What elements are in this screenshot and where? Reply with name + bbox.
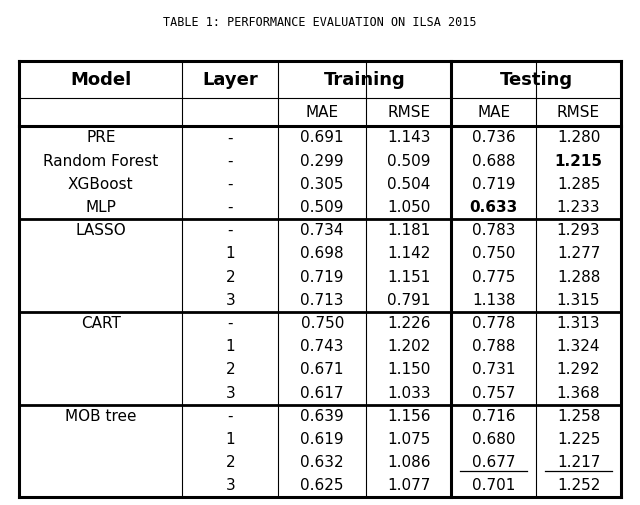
Text: 0.677: 0.677 [472, 455, 515, 470]
Text: -: - [228, 200, 233, 215]
Text: 1.293: 1.293 [557, 223, 600, 238]
Text: 0.757: 0.757 [472, 385, 515, 400]
Text: MAE: MAE [306, 105, 339, 120]
Text: 0.625: 0.625 [301, 478, 344, 493]
Text: 0.633: 0.633 [470, 200, 518, 215]
Text: 0.713: 0.713 [301, 293, 344, 308]
Text: 1.077: 1.077 [387, 478, 430, 493]
Text: 1: 1 [225, 432, 236, 447]
Text: -: - [228, 130, 233, 145]
Text: 0.743: 0.743 [301, 339, 344, 354]
Text: 1.288: 1.288 [557, 270, 600, 284]
Text: 0.691: 0.691 [300, 130, 344, 145]
Text: 1.156: 1.156 [387, 409, 430, 424]
Text: 1.233: 1.233 [557, 200, 600, 215]
Text: 0.716: 0.716 [472, 409, 515, 424]
Text: 1.033: 1.033 [387, 385, 431, 400]
Text: 1.142: 1.142 [387, 246, 430, 262]
Text: 0.619: 0.619 [300, 432, 344, 447]
Text: 3: 3 [225, 478, 236, 493]
Text: -: - [228, 177, 233, 192]
Text: CART: CART [81, 316, 121, 331]
Text: 0.632: 0.632 [300, 455, 344, 470]
Text: MOB tree: MOB tree [65, 409, 136, 424]
Text: 0.778: 0.778 [472, 316, 515, 331]
Text: 1.215: 1.215 [554, 154, 603, 169]
Text: 0.750: 0.750 [472, 246, 515, 262]
Text: 0.671: 0.671 [301, 362, 344, 377]
Text: 0.698: 0.698 [300, 246, 344, 262]
Text: Training: Training [324, 71, 406, 88]
Text: 1.313: 1.313 [557, 316, 600, 331]
Text: 0.731: 0.731 [472, 362, 515, 377]
Text: 3: 3 [225, 293, 236, 308]
Text: LASSO: LASSO [76, 223, 126, 238]
Text: TABLE 1: PERFORMANCE EVALUATION ON ILSA 2015: TABLE 1: PERFORMANCE EVALUATION ON ILSA … [163, 16, 477, 29]
Text: 0.509: 0.509 [387, 154, 430, 169]
Text: 1.280: 1.280 [557, 130, 600, 145]
Text: 1.226: 1.226 [387, 316, 430, 331]
Text: 1.050: 1.050 [387, 200, 430, 215]
Text: 1.217: 1.217 [557, 455, 600, 470]
Text: 0.688: 0.688 [472, 154, 515, 169]
Text: 0.719: 0.719 [301, 270, 344, 284]
Text: 1.292: 1.292 [557, 362, 600, 377]
Text: 1.368: 1.368 [557, 385, 600, 400]
Text: -: - [228, 316, 233, 331]
Text: 1.075: 1.075 [387, 432, 430, 447]
Text: 0.788: 0.788 [472, 339, 515, 354]
Text: 1.252: 1.252 [557, 478, 600, 493]
Text: 0.734: 0.734 [301, 223, 344, 238]
Text: 1.324: 1.324 [557, 339, 600, 354]
Text: 1.225: 1.225 [557, 432, 600, 447]
Text: 1.181: 1.181 [387, 223, 430, 238]
Text: 1: 1 [225, 339, 236, 354]
Text: MAE: MAE [477, 105, 510, 120]
Text: -: - [228, 154, 233, 169]
Text: RMSE: RMSE [387, 105, 430, 120]
Text: 1.138: 1.138 [472, 293, 515, 308]
Text: 0.299: 0.299 [300, 154, 344, 169]
Text: 0.736: 0.736 [472, 130, 516, 145]
Text: Model: Model [70, 71, 131, 88]
Text: -: - [228, 223, 233, 238]
Text: Layer: Layer [202, 71, 259, 88]
Text: 0.791: 0.791 [387, 293, 430, 308]
Text: 0.701: 0.701 [472, 478, 515, 493]
Text: 1.086: 1.086 [387, 455, 430, 470]
Text: 3: 3 [225, 385, 236, 400]
Text: PRE: PRE [86, 130, 116, 145]
Text: 0.775: 0.775 [472, 270, 515, 284]
Text: 1.258: 1.258 [557, 409, 600, 424]
Text: 1.143: 1.143 [387, 130, 430, 145]
Text: Random Forest: Random Forest [43, 154, 159, 169]
Text: 1.151: 1.151 [387, 270, 430, 284]
Text: 1.315: 1.315 [557, 293, 600, 308]
Text: 0.617: 0.617 [301, 385, 344, 400]
Text: XGBoost: XGBoost [68, 177, 134, 192]
Text: MLP: MLP [85, 200, 116, 215]
Text: 2: 2 [225, 455, 236, 470]
Text: 1.202: 1.202 [387, 339, 430, 354]
Text: 0.680: 0.680 [472, 432, 515, 447]
Text: Testing: Testing [499, 71, 573, 88]
Text: 1.277: 1.277 [557, 246, 600, 262]
Text: 0.504: 0.504 [387, 177, 430, 192]
Text: 0.639: 0.639 [300, 409, 344, 424]
Text: 1.285: 1.285 [557, 177, 600, 192]
Text: 1.150: 1.150 [387, 362, 430, 377]
Text: -: - [228, 409, 233, 424]
Text: 2: 2 [225, 270, 236, 284]
Text: 0.783: 0.783 [472, 223, 515, 238]
Text: 0.719: 0.719 [472, 177, 515, 192]
Text: 0.750: 0.750 [301, 316, 344, 331]
Text: 0.509: 0.509 [301, 200, 344, 215]
Text: 2: 2 [225, 362, 236, 377]
Text: RMSE: RMSE [557, 105, 600, 120]
Text: 1: 1 [225, 246, 236, 262]
Text: 0.305: 0.305 [301, 177, 344, 192]
